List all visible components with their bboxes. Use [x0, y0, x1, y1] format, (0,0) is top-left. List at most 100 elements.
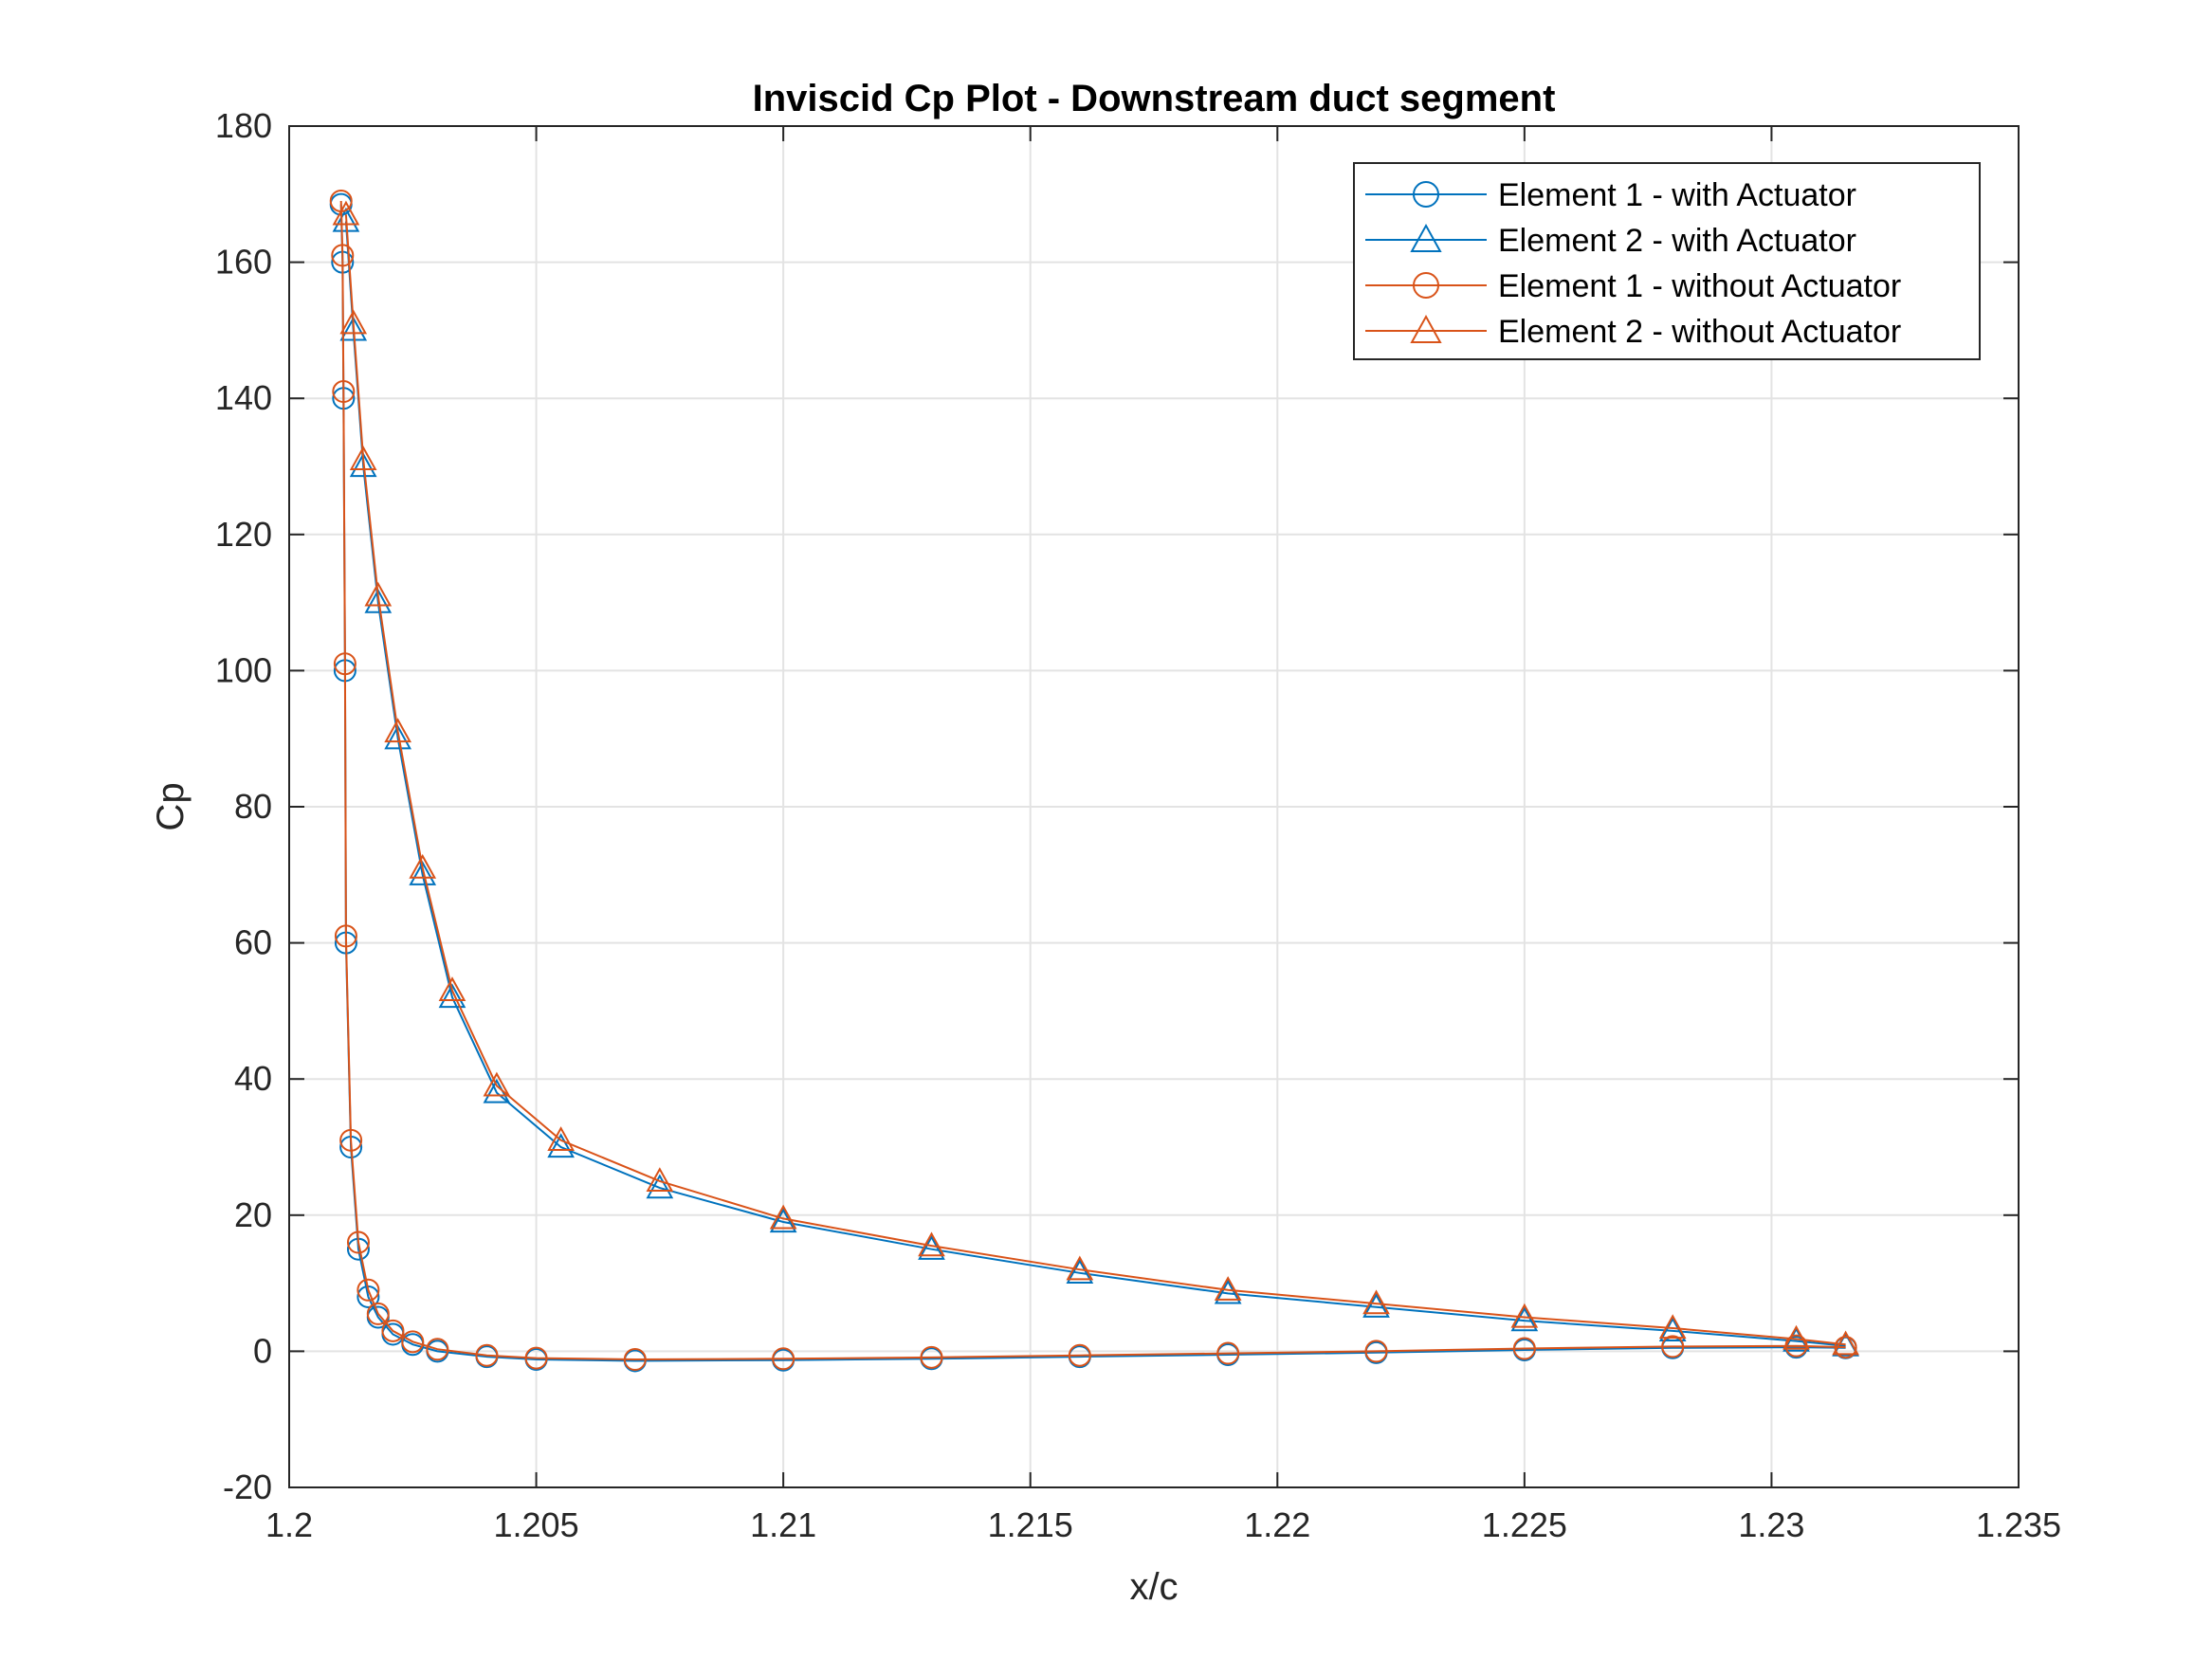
y-tick-label: 60: [234, 923, 272, 962]
data-point: [524, 1346, 548, 1370]
data-point: [1066, 1259, 1094, 1284]
data-point: [332, 207, 360, 232]
data-point: [1068, 1343, 1091, 1367]
data-point: [409, 861, 437, 885]
data-point: [339, 309, 368, 335]
data-point: [1216, 1341, 1240, 1365]
x-tick-label: 1.235: [1976, 1505, 2061, 1544]
data-point: [646, 1174, 674, 1199]
series-2: [332, 207, 1859, 1357]
legend-label: Element 2 - with Actuator: [1498, 223, 1856, 259]
data-point: [1364, 1340, 1388, 1363]
y-tick-label: -20: [223, 1468, 272, 1506]
data-point: [1510, 1306, 1539, 1332]
series-line: [344, 214, 1846, 1346]
y-tick-label: 100: [215, 650, 272, 689]
data-point: [438, 983, 466, 1009]
data-point: [366, 1302, 390, 1325]
x-tick-labels: 1.2 1.205 1.21 1.215 1.22 1.225 1.23 1.235: [265, 1505, 2061, 1544]
y-tick-labels: -20 0 20 40 60 80 100 120 140 160 180: [215, 106, 272, 1506]
data-point: [381, 1319, 405, 1342]
data-point: [1658, 1317, 1687, 1341]
data-point: [339, 316, 368, 341]
series-3: [329, 189, 1857, 1372]
data-point: [1362, 1293, 1390, 1318]
x-axis-label: x/c: [1129, 1566, 1178, 1608]
y-tick-label: 40: [234, 1059, 272, 1098]
data-point: [918, 1234, 945, 1260]
data-point: [769, 1204, 797, 1230]
series-4: [332, 200, 1859, 1356]
data-point: [623, 1348, 647, 1372]
data-point: [1214, 1276, 1242, 1301]
data-point: [547, 1133, 575, 1158]
y-axis-label: Cp: [150, 782, 192, 830]
data-point: [364, 581, 393, 607]
legend-marker: [1413, 272, 1439, 299]
legend-label: Element 1 - with Actuator: [1498, 177, 1856, 213]
data-point: [346, 1231, 370, 1254]
data-point: [769, 1208, 797, 1233]
data-point: [1834, 1336, 1857, 1359]
data-point: [332, 380, 356, 404]
series-line: [339, 200, 1846, 1361]
data-point: [1214, 1279, 1242, 1304]
series-line: [344, 221, 1846, 1347]
data-point: [333, 652, 356, 676]
data-point: [356, 1278, 380, 1302]
data-point: [426, 1338, 449, 1361]
data-point: [1661, 1335, 1685, 1358]
legend-box: [1353, 162, 1981, 360]
data-point: [364, 588, 393, 613]
data-point: [401, 1330, 425, 1354]
data-point: [1362, 1289, 1390, 1315]
x-tick-label: 1.225: [1482, 1505, 1567, 1544]
data-point: [920, 1345, 943, 1369]
series-layer: [329, 189, 1859, 1373]
legend-marker: [1410, 223, 1442, 252]
data-point: [1510, 1303, 1539, 1328]
legend-marker: [1410, 314, 1442, 343]
data-point: [547, 1126, 575, 1151]
x-tick-label: 1.205: [494, 1505, 579, 1544]
data-point: [349, 452, 377, 478]
y-tick-label: 0: [253, 1331, 272, 1370]
y-tick-label: 160: [215, 243, 272, 282]
x-tick-label: 1.22: [1244, 1505, 1310, 1544]
data-point: [1658, 1314, 1687, 1340]
data-point: [339, 1128, 363, 1152]
data-point: [349, 446, 377, 470]
y-tick-label: 140: [215, 378, 272, 417]
y-tick-label: 120: [215, 515, 272, 554]
data-point: [332, 200, 360, 226]
data-point: [918, 1231, 945, 1257]
data-point: [438, 976, 466, 1001]
data-point: [1066, 1255, 1094, 1281]
data-point: [1512, 1337, 1536, 1360]
data-point: [483, 1071, 511, 1097]
plot-frame: [288, 125, 2020, 1488]
legend-label: Element 1 - without Actuator: [1498, 268, 1901, 304]
x-tick-label: 1.23: [1738, 1505, 1804, 1544]
legend: Element 1 - with Actuator Element 2 - wit…: [1353, 162, 1981, 360]
x-tick-label: 1.2: [265, 1505, 313, 1544]
data-point: [384, 724, 412, 750]
data-point: [772, 1347, 795, 1371]
data-point: [1832, 1330, 1859, 1356]
y-tick-label: 80: [234, 787, 272, 826]
data-point: [331, 244, 355, 267]
data-point: [334, 924, 357, 948]
x-tick-label: 1.215: [988, 1505, 1073, 1544]
y-tick-label: 20: [234, 1195, 272, 1234]
data-point: [1782, 1324, 1810, 1350]
data-point: [409, 853, 437, 879]
data-point: [384, 718, 412, 743]
legend-marker: [1413, 181, 1439, 208]
legend-label: Element 2 - without Actuator: [1498, 314, 1901, 350]
chart-title: Inviscid Cp Plot - Downstream duct segme…: [753, 78, 1556, 119]
data-point: [646, 1167, 674, 1193]
x-tick-label: 1.21: [750, 1505, 816, 1544]
y-tick-label: 180: [215, 106, 272, 145]
data-point: [475, 1343, 499, 1367]
